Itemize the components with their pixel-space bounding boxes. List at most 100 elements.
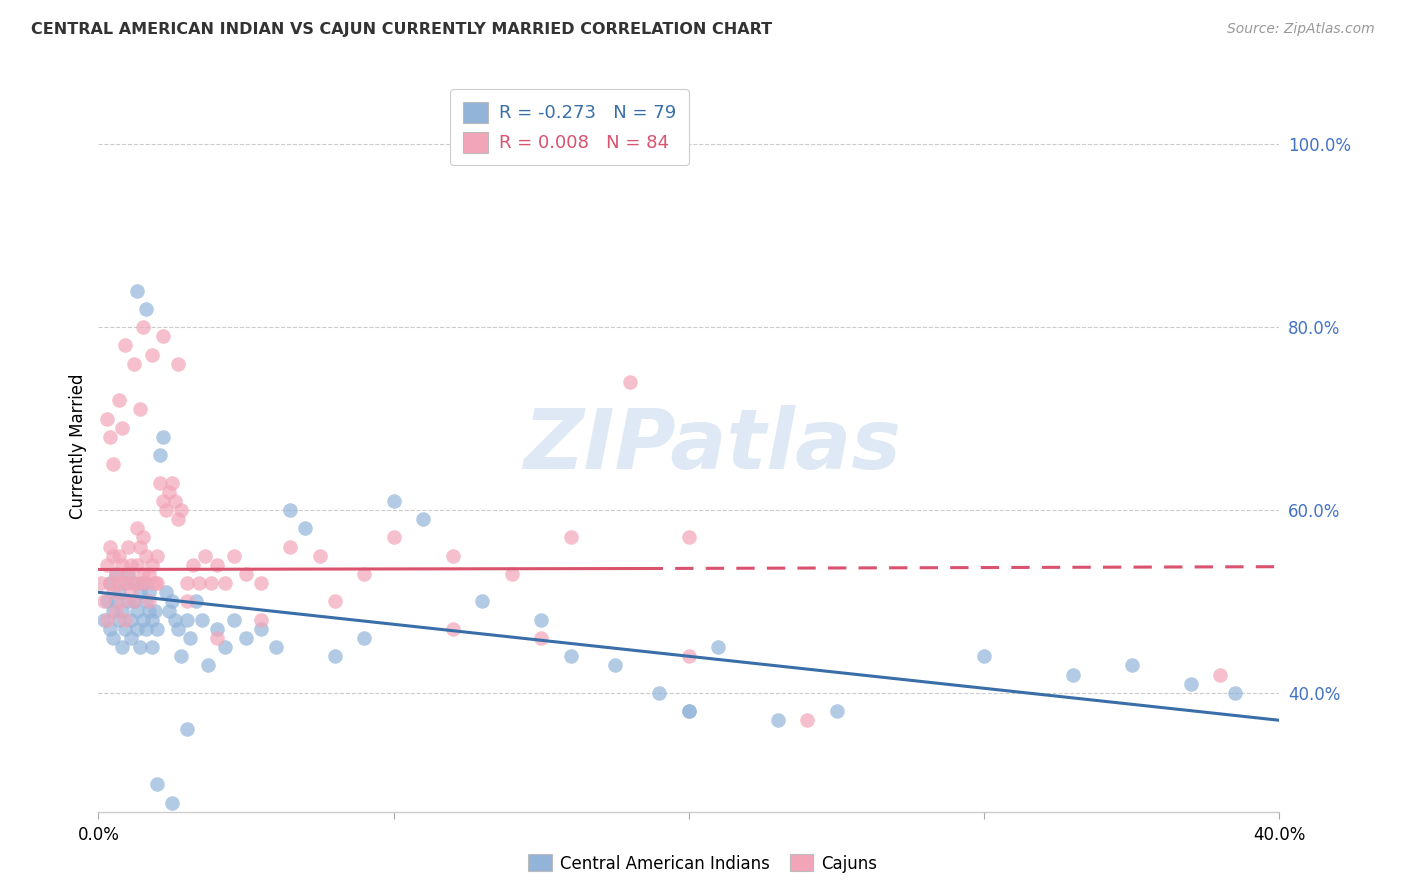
Point [96, 558, 118, 572]
Point [135, 301, 157, 316]
Point [176, 594, 198, 608]
Point [146, 576, 169, 591]
Point [93, 594, 115, 608]
Point [108, 393, 131, 408]
Point [122, 576, 145, 591]
Point [176, 576, 198, 591]
Point [114, 338, 136, 352]
Point [1180, 677, 1202, 691]
Point [1062, 667, 1084, 681]
Point [141, 347, 163, 362]
Point [93, 613, 115, 627]
Point [114, 576, 136, 591]
Point [648, 686, 671, 700]
Point [250, 622, 273, 636]
Point [103, 631, 125, 645]
Point [125, 604, 148, 618]
Point [96, 411, 118, 425]
Point [194, 549, 217, 563]
Point [117, 540, 139, 554]
Point [170, 503, 193, 517]
Point [530, 613, 553, 627]
Point [105, 567, 128, 582]
Point [205, 558, 228, 572]
Point [205, 631, 228, 645]
Y-axis label: Currently Married: Currently Married [69, 373, 87, 519]
Point [128, 585, 150, 599]
Point [125, 558, 148, 572]
Point [111, 421, 134, 435]
Point [125, 622, 148, 636]
Point [973, 649, 995, 664]
Point [138, 594, 160, 608]
Point [162, 796, 183, 810]
Point [155, 585, 177, 599]
Point [707, 640, 730, 655]
Point [353, 631, 375, 645]
Point [157, 604, 180, 618]
Point [132, 531, 155, 545]
Point [167, 357, 190, 371]
Point [678, 704, 700, 718]
Point [353, 567, 375, 582]
Point [179, 631, 201, 645]
Point [111, 604, 134, 618]
Point [103, 604, 125, 618]
Point [235, 631, 257, 645]
Point [149, 475, 172, 490]
Point [149, 448, 172, 462]
Point [128, 576, 150, 591]
Point [125, 521, 148, 535]
Point [323, 649, 346, 664]
Point [108, 613, 131, 627]
Point [165, 613, 187, 627]
Point [224, 549, 246, 563]
Point [224, 613, 246, 627]
Point [157, 484, 180, 499]
Point [114, 576, 136, 591]
Point [167, 622, 190, 636]
Point [678, 649, 700, 664]
Text: CENTRAL AMERICAN INDIAN VS CAJUN CURRENTLY MARRIED CORRELATION CHART: CENTRAL AMERICAN INDIAN VS CAJUN CURRENT… [31, 22, 772, 37]
Point [120, 613, 142, 627]
Point [471, 594, 494, 608]
Point [128, 640, 150, 655]
Point [122, 594, 145, 608]
Point [108, 576, 131, 591]
Point [170, 649, 193, 664]
Point [250, 613, 273, 627]
Point [98, 576, 121, 591]
Point [105, 567, 128, 582]
Point [120, 558, 142, 572]
Point [146, 777, 169, 791]
Point [501, 567, 523, 582]
Point [309, 549, 332, 563]
Point [181, 558, 204, 572]
Point [167, 512, 190, 526]
Point [560, 531, 582, 545]
Point [108, 585, 131, 599]
Point [98, 576, 121, 591]
Point [1225, 686, 1247, 700]
Point [128, 402, 150, 417]
Point [135, 622, 157, 636]
Point [796, 714, 818, 728]
Point [141, 613, 163, 627]
Point [766, 714, 789, 728]
Point [162, 594, 183, 608]
Point [98, 622, 121, 636]
Text: Source: ZipAtlas.com: Source: ZipAtlas.com [1227, 22, 1375, 37]
Point [1121, 658, 1143, 673]
Point [108, 549, 131, 563]
Point [128, 540, 150, 554]
Point [114, 622, 136, 636]
Legend: Central American Indians, Cajuns: Central American Indians, Cajuns [522, 847, 884, 880]
Point [132, 576, 155, 591]
Point [96, 594, 118, 608]
Point [619, 375, 641, 389]
Point [122, 576, 145, 591]
Point [103, 585, 125, 599]
Point [197, 658, 219, 673]
Point [143, 576, 166, 591]
Point [264, 640, 287, 655]
